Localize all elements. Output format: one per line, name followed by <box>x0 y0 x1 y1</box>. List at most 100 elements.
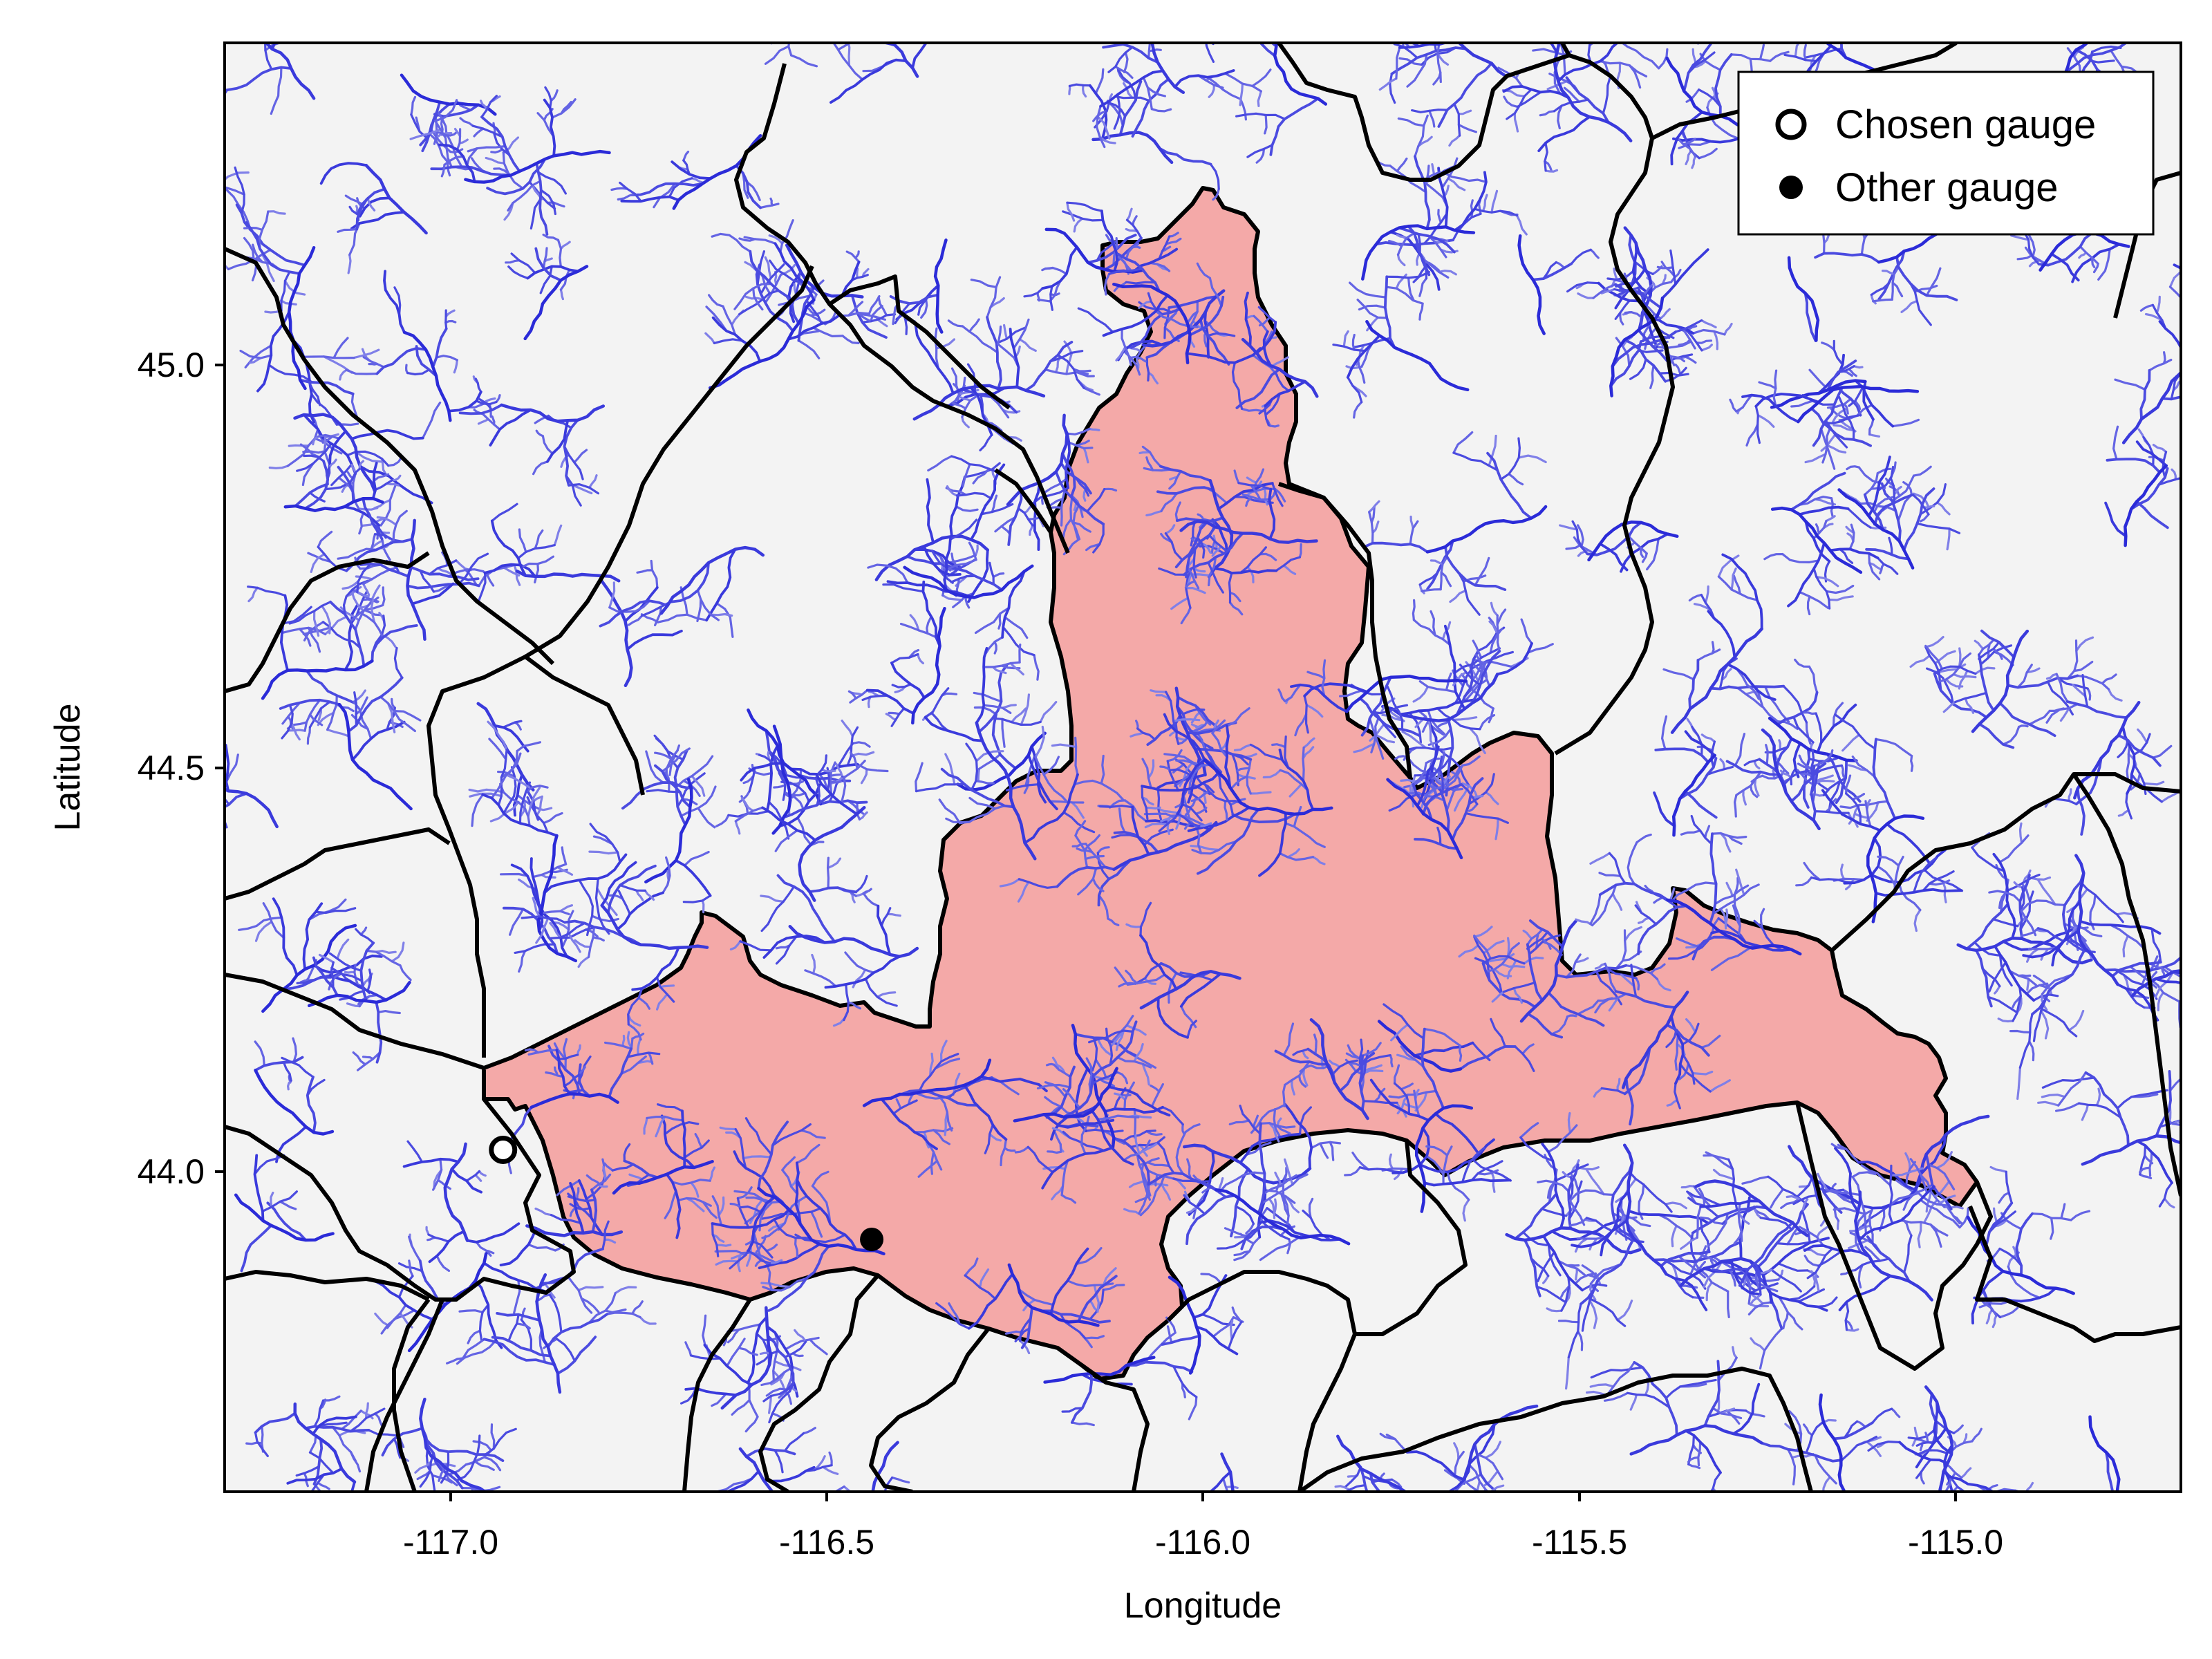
river-segment <box>347 254 352 274</box>
river-segment <box>877 1586 880 1607</box>
river-segment <box>1366 316 1379 332</box>
river-segment <box>1562 1171 1572 1179</box>
river-segment <box>867 563 909 584</box>
river-segment <box>1224 724 1232 789</box>
chosen-gauge-marker[interactable] <box>489 1135 518 1164</box>
river-segment <box>2188 379 2210 409</box>
river-segment <box>766 1263 774 1291</box>
river-segment <box>1593 1087 1603 1098</box>
river-segment <box>2094 0 2103 8</box>
river-segment <box>339 368 348 381</box>
river-segment <box>312 1415 357 1436</box>
river-segment <box>1421 588 1442 592</box>
y-tick-label: 44.5 <box>138 749 205 787</box>
river-segment <box>1709 684 1785 691</box>
river-segment <box>2121 370 2181 444</box>
river-segment <box>2185 1094 2211 1144</box>
river-segment <box>1633 261 1654 275</box>
river-segment <box>1212 187 1220 201</box>
river-segment <box>365 949 402 967</box>
river-segment <box>1273 1519 1288 1544</box>
river-segment <box>924 715 984 742</box>
river-segment <box>705 547 737 622</box>
river-segment <box>1168 1275 1201 1375</box>
river-segment <box>474 377 482 393</box>
river-segment <box>1454 1473 1482 1492</box>
river-segment <box>355 205 359 215</box>
river-segment <box>952 402 967 410</box>
river-segment <box>1830 1188 1862 1197</box>
river-segment <box>536 112 555 138</box>
river-segment <box>1812 386 1844 447</box>
river-segment <box>1099 69 1165 108</box>
river-segment <box>1237 482 1272 491</box>
river-segment <box>2018 724 2029 729</box>
river-segment <box>1550 1216 1626 1241</box>
river-segment <box>1797 384 1920 424</box>
river-segment <box>1577 292 1595 299</box>
river-segment <box>306 669 357 705</box>
river-segment <box>1451 771 1461 786</box>
river-segment <box>707 294 724 308</box>
river-segment <box>1036 1083 1071 1089</box>
river-segment <box>691 775 706 797</box>
legend-other-gauge-label: Other gauge <box>1835 165 2058 210</box>
river-segment <box>1063 340 1073 354</box>
river-segment <box>1777 1262 1809 1272</box>
river-segment <box>267 210 286 215</box>
river-segment <box>1530 31 1559 36</box>
river-segment <box>1691 155 1697 169</box>
river-segment <box>157 21 162 38</box>
x-tick-label: -117.0 <box>403 1523 498 1562</box>
river-segment <box>1172 718 1201 722</box>
river-segment <box>1179 972 1222 1008</box>
river-segment <box>1082 487 1087 502</box>
river-segment <box>1682 138 1696 146</box>
river-segment <box>1658 48 1669 70</box>
river-segment <box>1770 506 1863 574</box>
river-segment <box>1741 393 1800 423</box>
river-segment <box>2062 872 2089 953</box>
river-segment <box>1469 727 1486 754</box>
river-segment <box>1709 1471 1722 1492</box>
river-segment <box>1864 472 1879 496</box>
river-segment <box>1217 482 1274 511</box>
river-segment <box>877 904 892 956</box>
river-segment <box>1719 908 1727 930</box>
river-segment <box>1868 552 1881 581</box>
river-segment <box>366 968 373 992</box>
river-segment <box>1671 1224 1678 1248</box>
river-segment <box>1405 1509 1418 1521</box>
river-segment <box>1098 894 1109 920</box>
river-segment <box>1141 445 1162 468</box>
river-segment <box>364 163 428 235</box>
river-segment <box>950 367 960 404</box>
river-segment <box>1840 764 1845 778</box>
river-segment <box>1862 1203 1893 1227</box>
river-segment <box>828 1495 847 1505</box>
river-segment <box>847 1001 861 1010</box>
river-segment <box>715 602 734 638</box>
river-segment <box>1233 1250 1251 1257</box>
river-segment <box>328 952 362 972</box>
river-segment <box>2124 464 2168 547</box>
river-segment <box>1102 43 1159 64</box>
river-segment <box>2052 797 2078 805</box>
river-segment <box>720 1306 773 1410</box>
river-segment <box>1386 778 1463 860</box>
river-segment <box>573 449 588 464</box>
river-segment <box>393 710 422 722</box>
river-segment <box>1598 872 1622 877</box>
river-segment <box>1116 68 1137 102</box>
other-gauge-marker[interactable] <box>860 1227 884 1251</box>
river-segment <box>1761 1237 1830 1277</box>
river-segment <box>1971 629 2030 733</box>
river-segment <box>303 699 321 732</box>
river-segment <box>908 33 921 36</box>
river-segment <box>1308 1197 1314 1219</box>
river-segment <box>1111 834 1139 839</box>
river-segment <box>1019 1340 1031 1355</box>
river-segment <box>1526 930 1549 950</box>
river-segment <box>1759 1268 1773 1275</box>
river-segment <box>474 1461 495 1471</box>
